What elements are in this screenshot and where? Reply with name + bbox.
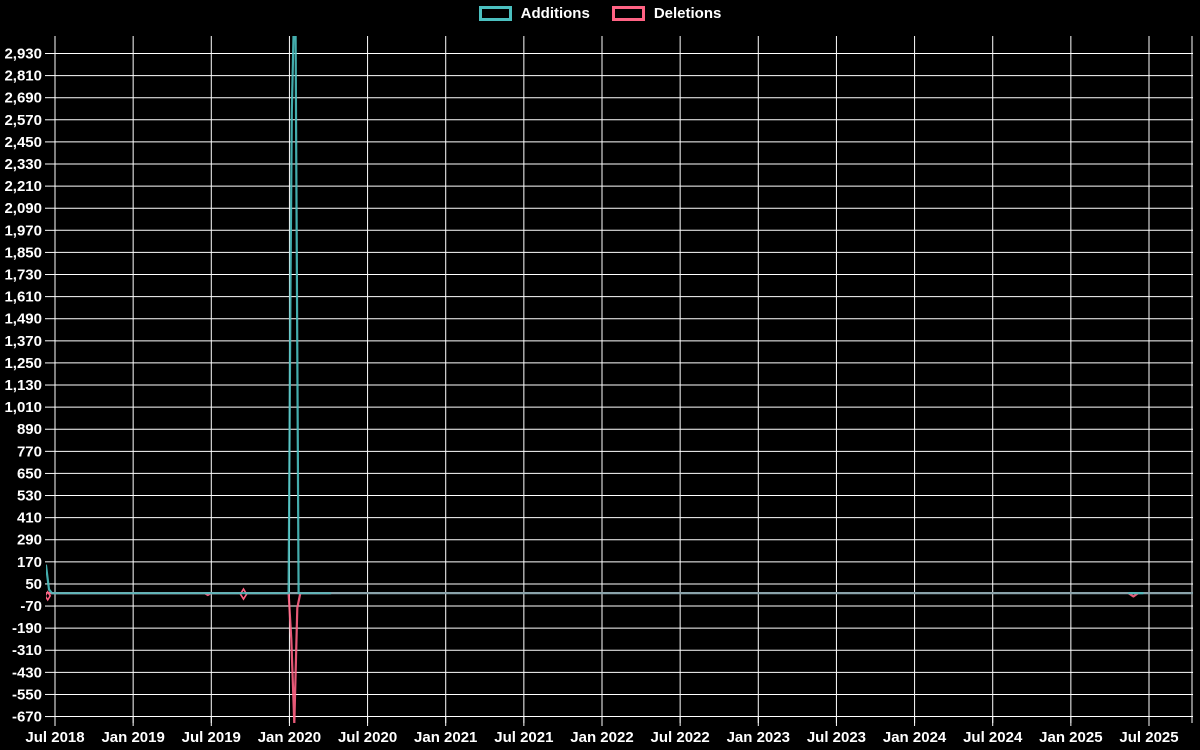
y-tick-label: 1,370 — [4, 333, 42, 350]
y-tick-label: 530 — [17, 488, 42, 505]
x-tick-label: Jul 2019 — [182, 729, 241, 746]
x-tick-label: Jan 2024 — [883, 729, 947, 746]
chart-legend: Additions Deletions — [0, 6, 1200, 21]
y-tick-label: 2,930 — [4, 45, 42, 62]
y-tick-label: 2,210 — [4, 178, 42, 195]
y-tick-label: -190 — [12, 620, 42, 637]
y-tick-label: 2,810 — [4, 68, 42, 85]
y-tick-label: 170 — [17, 554, 42, 571]
y-tick-label: 1,010 — [4, 399, 42, 416]
x-tick-label: Jan 2019 — [101, 729, 164, 746]
x-tick-label: Jul 2020 — [338, 729, 397, 746]
legend-item-additions[interactable]: Additions — [478, 5, 590, 22]
y-tick-label: 1,730 — [4, 267, 42, 284]
series-lines — [46, 36, 1193, 723]
y-tick-label: 1,490 — [4, 311, 42, 328]
x-tick-label: Jul 2025 — [1119, 729, 1178, 746]
x-tick-label: Jul 2018 — [25, 729, 84, 746]
y-tick-label: 650 — [17, 465, 42, 482]
x-tick-label: Jan 2023 — [727, 729, 790, 746]
y-tick-label: 2,690 — [4, 90, 42, 107]
y-tick-label: -550 — [12, 686, 42, 703]
axis-labels: Jul 2018 Jan 2019 Jul 2019 Jan 2020 Jul 2020… — [4, 45, 1178, 746]
y-tick-label: 890 — [17, 421, 42, 438]
additions-swatch-icon — [478, 6, 512, 21]
y-tick-label: 1,130 — [4, 377, 42, 394]
tick-marks — [45, 52, 1150, 726]
y-tick-label: -670 — [12, 709, 42, 726]
x-tick-label: Jan 2025 — [1039, 729, 1102, 746]
legend-label-deletions: Deletions — [653, 5, 722, 22]
y-tick-label: 290 — [17, 532, 42, 549]
y-tick-label: 1,250 — [4, 355, 42, 372]
x-tick-label: Jan 2020 — [258, 729, 321, 746]
y-tick-label: 2,450 — [4, 134, 42, 151]
y-tick-label: 2,570 — [4, 112, 42, 129]
y-tick-label: 2,330 — [4, 156, 42, 173]
x-tick-label: Jul 2021 — [494, 729, 553, 746]
deletions-point-marker — [46, 590, 52, 602]
y-tick-label: 1,610 — [4, 289, 42, 306]
additions-line — [46, 36, 332, 595]
x-tick-label: Jul 2023 — [807, 729, 866, 746]
y-tick-label: -430 — [12, 664, 42, 681]
x-tick-label: Jul 2024 — [963, 729, 1023, 746]
y-tick-label: -310 — [12, 642, 42, 659]
y-tick-label: 1,970 — [4, 222, 42, 239]
deletions-swatch-icon — [611, 6, 645, 21]
y-tick-label: 410 — [17, 510, 42, 527]
deletions-line — [46, 592, 332, 723]
x-tick-label: Jan 2021 — [414, 729, 477, 746]
y-tick-label: 2,090 — [4, 200, 42, 217]
y-tick-label: 1,850 — [4, 244, 42, 261]
x-tick-label: Jul 2022 — [651, 729, 710, 746]
legend-label-additions: Additions — [520, 5, 590, 22]
y-tick-label: -70 — [20, 598, 42, 615]
y-tick-label: 50 — [25, 576, 42, 593]
y-tick-label: 770 — [17, 443, 42, 460]
legend-item-deletions[interactable]: Deletions — [611, 5, 722, 22]
gridlines — [54, 36, 1193, 723]
x-tick-label: Jan 2022 — [570, 729, 633, 746]
